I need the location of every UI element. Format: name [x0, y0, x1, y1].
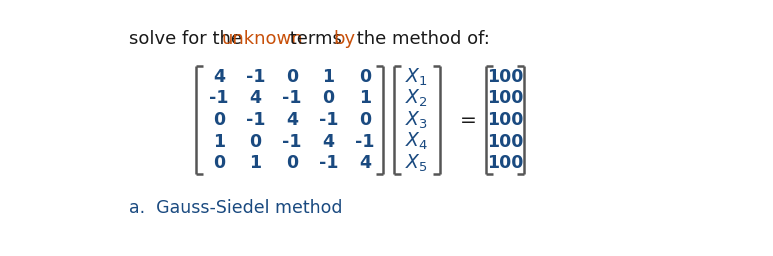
- Text: 100: 100: [487, 133, 523, 151]
- Text: 1: 1: [359, 90, 371, 108]
- Text: $X_3$: $X_3$: [405, 109, 428, 131]
- Text: 100: 100: [487, 111, 523, 129]
- Text: =: =: [460, 111, 477, 130]
- Text: 4: 4: [250, 90, 261, 108]
- Text: solve for the: solve for the: [129, 30, 248, 48]
- Text: 100: 100: [487, 90, 523, 108]
- Text: 100: 100: [487, 154, 523, 172]
- Text: 0: 0: [359, 111, 371, 129]
- Text: 4: 4: [286, 111, 298, 129]
- Text: 1: 1: [250, 154, 261, 172]
- Text: 100: 100: [487, 68, 523, 86]
- Text: 1: 1: [213, 133, 225, 151]
- Text: $X_1$: $X_1$: [405, 66, 428, 88]
- Text: -1: -1: [246, 111, 265, 129]
- Text: 0: 0: [286, 154, 298, 172]
- Text: 4: 4: [322, 133, 335, 151]
- Text: -1: -1: [318, 154, 338, 172]
- Text: -1: -1: [282, 90, 301, 108]
- Text: the method of:: the method of:: [351, 30, 490, 48]
- Text: -1: -1: [246, 68, 265, 86]
- Text: $X_4$: $X_4$: [405, 131, 428, 152]
- Text: 1: 1: [322, 68, 335, 86]
- Text: 0: 0: [250, 133, 261, 151]
- Text: $X_5$: $X_5$: [405, 153, 428, 174]
- Text: terms: terms: [284, 30, 348, 48]
- Text: 0: 0: [322, 90, 335, 108]
- Text: 0: 0: [213, 154, 225, 172]
- Text: 4: 4: [213, 68, 225, 86]
- Text: 0: 0: [213, 111, 225, 129]
- Text: unknown: unknown: [221, 30, 303, 48]
- Text: -1: -1: [318, 111, 338, 129]
- Text: 0: 0: [286, 68, 298, 86]
- Text: -1: -1: [209, 90, 229, 108]
- Text: -1: -1: [282, 133, 301, 151]
- Text: 0: 0: [359, 68, 371, 86]
- Text: 4: 4: [359, 154, 371, 172]
- Text: by: by: [334, 30, 356, 48]
- Text: -1: -1: [355, 133, 375, 151]
- Text: a.  Gauss-Siedel method: a. Gauss-Siedel method: [129, 199, 342, 217]
- Text: $X_2$: $X_2$: [405, 88, 428, 109]
